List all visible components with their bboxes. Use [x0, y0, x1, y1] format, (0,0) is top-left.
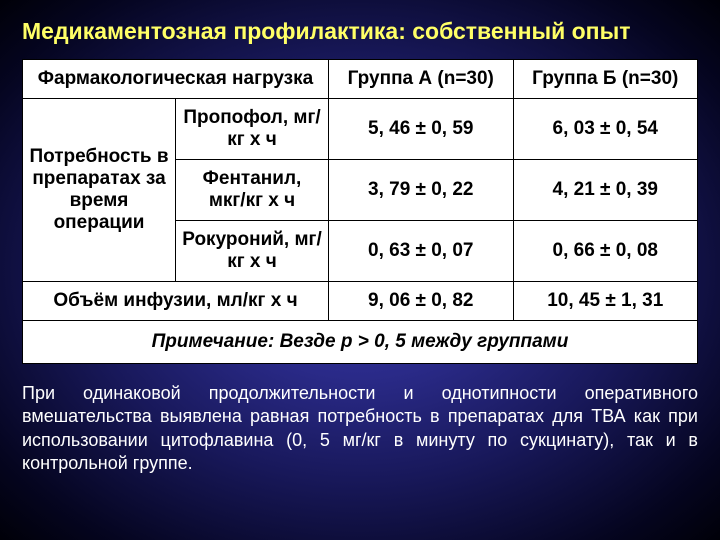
header-col1: Фармакологическая нагрузка	[23, 60, 329, 99]
table-row: Объём инфузии, мл/кг х ч 9, 06 ± 0, 82 1…	[23, 282, 698, 321]
header-col3: Группа Б (n=30)	[513, 60, 697, 99]
table-note: Примечание: Везде p > 0, 5 между группам…	[23, 321, 698, 364]
value-b: 6, 03 ± 0, 54	[513, 99, 697, 160]
slide-title: Медикаментозная профилактика: собственны…	[22, 18, 698, 45]
value-a: 3, 79 ± 0, 22	[329, 160, 514, 221]
value-a: 5, 46 ± 0, 59	[329, 99, 514, 160]
drug-name: Пропофол, мг/кг х ч	[176, 99, 329, 160]
drug-name: Рокуроний, мг/кг х ч	[176, 221, 329, 282]
value-b: 10, 45 ± 1, 31	[513, 282, 697, 321]
value-b: 4, 21 ± 0, 39	[513, 160, 697, 221]
body-text: При одинаковой продолжительности и однот…	[22, 382, 698, 476]
rowspan-label: Потребность в препаратах за время операц…	[23, 99, 176, 282]
drug-name: Фентанил, мкг/кг х ч	[176, 160, 329, 221]
value-b: 0, 66 ± 0, 08	[513, 221, 697, 282]
slide: Медикаментозная профилактика: собственны…	[0, 0, 720, 540]
table-note-row: Примечание: Везде p > 0, 5 между группам…	[23, 321, 698, 364]
infusion-label: Объём инфузии, мл/кг х ч	[23, 282, 329, 321]
header-col2: Группа А (n=30)	[329, 60, 514, 99]
table-row: Потребность в препаратах за время операц…	[23, 99, 698, 160]
table-header-row: Фармакологическая нагрузка Группа А (n=3…	[23, 60, 698, 99]
data-table: Фармакологическая нагрузка Группа А (n=3…	[22, 59, 698, 364]
value-a: 9, 06 ± 0, 82	[329, 282, 514, 321]
value-a: 0, 63 ± 0, 07	[329, 221, 514, 282]
